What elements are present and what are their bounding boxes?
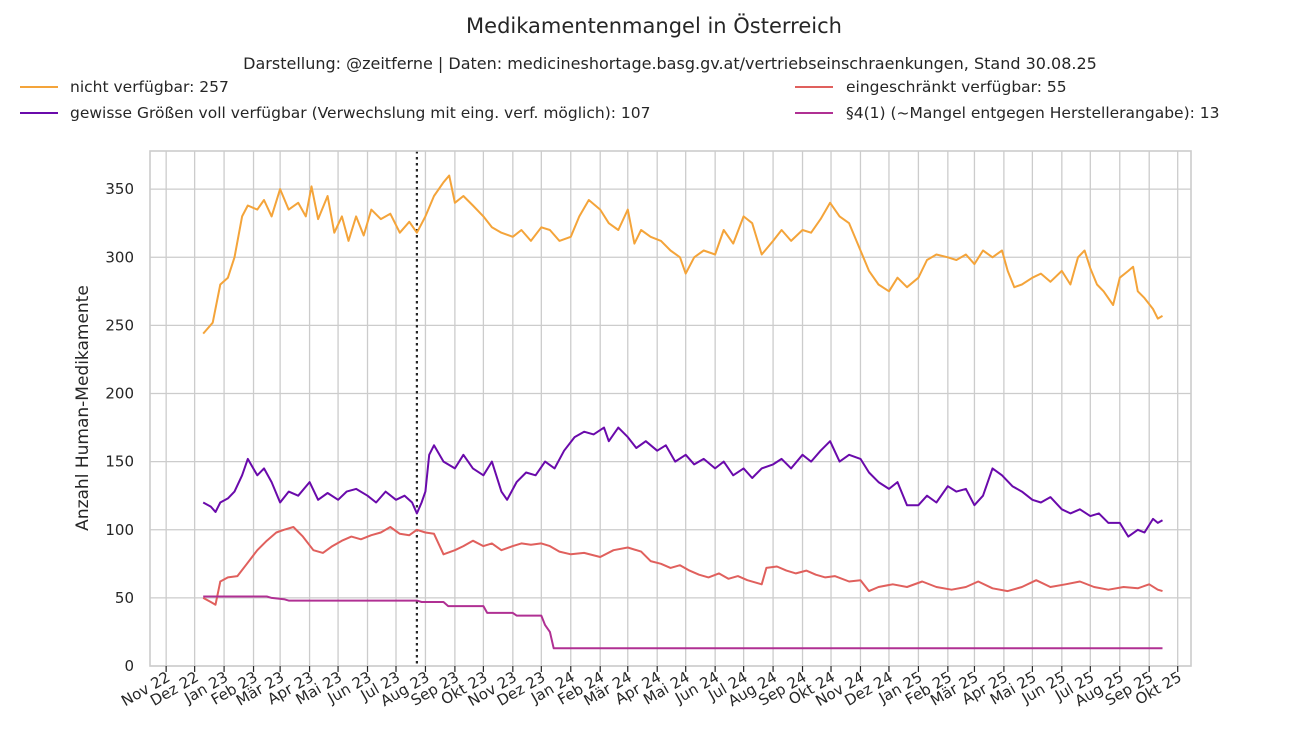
legend-label-gewisse-groessen: gewisse Größen voll verfügbar (Verwechsl… (70, 104, 651, 122)
series-line-3 (202, 526, 1163, 606)
legend: nicht verfügbar: 257 gewisse Größen voll… (20, 78, 1220, 122)
y-tick-label-250: 250 (105, 316, 134, 334)
y-tick-label-50: 50 (115, 589, 134, 607)
chart-title: Medikamentenmangel in Österreich (466, 13, 842, 38)
y-tick-label-100: 100 (105, 521, 134, 539)
y-tick-label-0: 0 (124, 657, 134, 675)
series-line-4 (203, 595, 1163, 650)
y-axis-label: Anzahl Human-Medikamente (73, 285, 93, 531)
series-line-2 (202, 426, 1163, 538)
y-axis-ticks: 0 50 100 150 200 250 300 350 (105, 180, 134, 675)
legend-label-nicht-verfuegbar: nicht verfügbar: 257 (70, 78, 229, 96)
series-line-1 (202, 174, 1163, 335)
series-layer (202, 174, 1163, 650)
legend-label-paragraph-4-1: §4(1) (~Mangel entgegen Herstellerangabe… (846, 104, 1220, 122)
plot-frame (149, 150, 1192, 667)
y-tick-label-350: 350 (105, 180, 134, 198)
y-tick-label-150: 150 (105, 453, 134, 471)
grid-lines (150, 151, 1191, 667)
legend-label-eingeschraenkt: eingeschränkt verfügbar: 55 (846, 78, 1067, 96)
chart-subtitle: Darstellung: @zeitferne | Daten: medicin… (243, 54, 1097, 73)
y-tick-label-300: 300 (105, 248, 134, 266)
y-tick-label-200: 200 (105, 385, 134, 403)
